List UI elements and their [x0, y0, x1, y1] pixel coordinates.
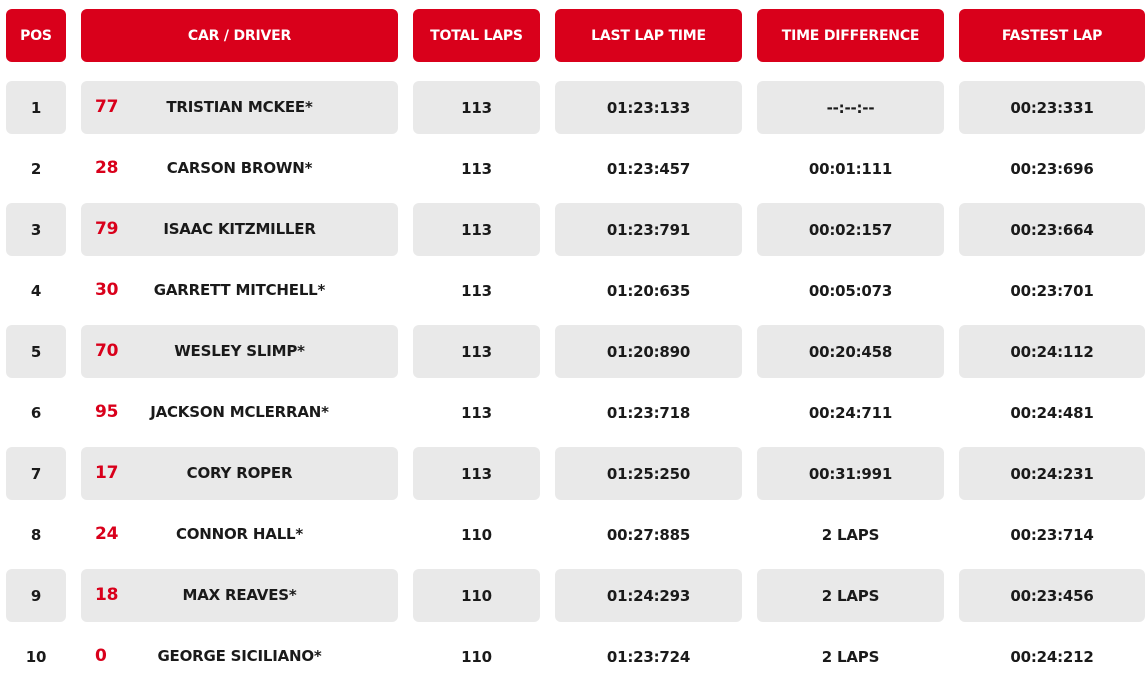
table-row: 7 17 CORY ROPER 113 01:25:250 00:31:991 00:24:…	[0, 447, 1147, 500]
position-cell: 3	[6, 203, 66, 256]
table-row: 10 0 GEORGE SICILIANO* 110 01:23:724 2 LAPS 00…	[0, 630, 1147, 683]
car-driver-cell: 17 CORY ROPER	[81, 447, 398, 500]
table-row: 9 18 MAX REAVES* 110 01:24:293 2 LAPS 00:23:45…	[0, 569, 1147, 622]
position-cell: 7	[6, 447, 66, 500]
total-laps-cell: 113	[413, 203, 540, 256]
driver-name: WESLEY SLIMP*	[174, 342, 305, 360]
position-cell: 5	[6, 325, 66, 378]
total-laps-cell: 110	[461, 525, 492, 544]
driver-name: MAX REAVES*	[182, 586, 297, 604]
driver-name: TRISTIAN MCKEE*	[166, 98, 313, 116]
fastest-lap-cell: 00:24:212	[1010, 647, 1094, 666]
table-row: 6 95 JACKSON MCLERRAN* 113 01:23:718 00:24:71…	[0, 386, 1147, 439]
total-laps-cell: 113	[413, 81, 540, 134]
table-row: 2 28 CARSON BROWN* 113 01:23:457 00:01:111 00:…	[0, 142, 1147, 195]
total-laps-cell: 113	[461, 281, 492, 300]
time-difference-cell: 00:02:157	[757, 203, 944, 256]
table-row: 4 30 GARRETT MITCHELL* 113 01:20:635 00:05:07…	[0, 264, 1147, 317]
car-number: 95	[95, 402, 119, 422]
car-number: 24	[95, 524, 119, 544]
total-laps-cell: 113	[413, 447, 540, 500]
car-driver-cell: 0 GEORGE SICILIANO*	[81, 630, 398, 683]
driver-name: ISAAC KITZMILLER	[163, 220, 316, 238]
position-cell: 4	[30, 281, 42, 300]
table-header: POS CAR / DRIVER TOTAL LAPS LAST LAP TIM…	[0, 9, 1147, 62]
driver-name: CORY ROPER	[186, 464, 293, 482]
last-lap-time-cell: 01:23:791	[555, 203, 742, 256]
fastest-lap-cell: 00:24:481	[1010, 403, 1094, 422]
total-laps-cell: 113	[461, 159, 492, 178]
time-difference-cell: 00:20:458	[757, 325, 944, 378]
driver-name: CONNOR HALL*	[175, 525, 304, 543]
position-cell: 2	[30, 159, 42, 178]
table-row: 1 77 TRISTIAN MCKEE* 113 01:23:133 --:--:-- 00…	[0, 81, 1147, 134]
table-row: 3 79 ISAAC KITZMILLER 113 01:23:791 00:02:157…	[0, 203, 1147, 256]
position-cell: 10	[25, 647, 47, 666]
position-cell: 8	[30, 525, 42, 544]
total-laps-cell: 110	[413, 569, 540, 622]
driver-name: JACKSON MCLERRAN*	[150, 403, 329, 421]
header-fastest-lap[interactable]: FASTEST LAP	[959, 9, 1145, 62]
car-driver-cell: 70 WESLEY SLIMP*	[81, 325, 398, 378]
fastest-lap-cell: 00:23:696	[1010, 159, 1094, 178]
table-row: 8 24 CONNOR HALL* 110 00:27:885 2 LAPS 00:23:7…	[0, 508, 1147, 561]
time-difference-cell: 00:05:073	[808, 281, 893, 300]
last-lap-time-cell: 01:20:635	[606, 281, 691, 300]
time-difference-cell: 2 LAPS	[757, 569, 944, 622]
car-driver-cell: 24 CONNOR HALL*	[81, 508, 398, 561]
time-difference-cell: 00:31:991	[757, 447, 944, 500]
header-total-laps[interactable]: TOTAL LAPS	[413, 9, 540, 62]
driver-name: GEORGE SICILIANO*	[157, 647, 322, 665]
last-lap-time-cell: 01:20:890	[555, 325, 742, 378]
position-cell: 6	[30, 403, 42, 422]
time-difference-cell: 2 LAPS	[821, 647, 880, 666]
last-lap-time-cell: 01:23:457	[606, 159, 691, 178]
header-last-lap-time[interactable]: LAST LAP TIME	[555, 9, 742, 62]
car-number: 79	[95, 219, 119, 239]
car-number: 17	[95, 463, 119, 483]
car-driver-cell: 30 GARRETT MITCHELL*	[81, 264, 398, 317]
header-time-difference[interactable]: TIME DIFFERENCE	[757, 9, 944, 62]
car-number: 28	[95, 158, 119, 178]
position-cell: 1	[6, 81, 66, 134]
time-difference-cell: --:--:--	[757, 81, 944, 134]
total-laps-cell: 113	[413, 325, 540, 378]
car-driver-cell: 95 JACKSON MCLERRAN*	[81, 386, 398, 439]
fastest-lap-cell: 00:23:701	[1010, 281, 1094, 300]
car-driver-cell: 79 ISAAC KITZMILLER	[81, 203, 398, 256]
last-lap-time-cell: 00:27:885	[606, 525, 691, 544]
table-row: 5 70 WESLEY SLIMP* 113 01:20:890 00:20:458 00:…	[0, 325, 1147, 378]
fastest-lap-cell: 00:24:231	[959, 447, 1145, 500]
fastest-lap-cell: 00:23:714	[1010, 525, 1094, 544]
last-lap-time-cell: 01:23:724	[606, 647, 691, 666]
car-driver-cell: 18 MAX REAVES*	[81, 569, 398, 622]
fastest-lap-cell: 00:23:331	[959, 81, 1145, 134]
car-number: 77	[95, 97, 119, 117]
time-difference-cell: 00:01:111	[808, 159, 893, 178]
position-cell: 9	[6, 569, 66, 622]
header-pos[interactable]: POS	[6, 9, 66, 62]
fastest-lap-cell: 00:23:664	[959, 203, 1145, 256]
last-lap-time-cell: 01:23:133	[555, 81, 742, 134]
car-number: 0	[95, 646, 107, 666]
last-lap-time-cell: 01:24:293	[555, 569, 742, 622]
car-number: 70	[95, 341, 119, 361]
last-lap-time-cell: 01:23:718	[606, 403, 691, 422]
car-driver-cell: 28 CARSON BROWN*	[81, 142, 398, 195]
time-difference-cell: 2 LAPS	[821, 525, 880, 544]
driver-name: GARRETT MITCHELL*	[153, 281, 326, 299]
last-lap-time-cell: 01:25:250	[555, 447, 742, 500]
time-difference-cell: 00:24:711	[808, 403, 893, 422]
car-number: 30	[95, 280, 119, 300]
fastest-lap-cell: 00:24:112	[959, 325, 1145, 378]
car-driver-cell: 77 TRISTIAN MCKEE*	[81, 81, 398, 134]
header-car-driver[interactable]: CAR / DRIVER	[81, 9, 398, 62]
car-number: 18	[95, 585, 119, 605]
total-laps-cell: 113	[461, 403, 492, 422]
fastest-lap-cell: 00:23:456	[959, 569, 1145, 622]
total-laps-cell: 110	[461, 647, 492, 666]
driver-name: CARSON BROWN*	[166, 159, 313, 177]
